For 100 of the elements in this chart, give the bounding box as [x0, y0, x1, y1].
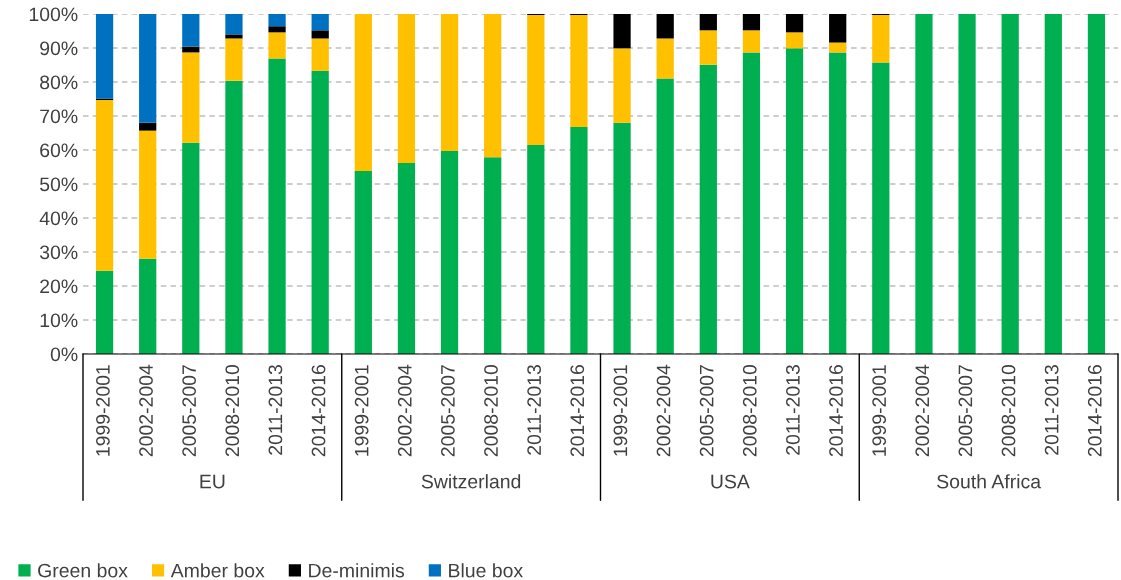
x-tick-label: 2011-2013 [786, 365, 800, 455]
text: South Africa [937, 474, 1042, 489]
bar [397, 162, 416, 354]
x-tick-label: 2005-2007 [182, 365, 197, 457]
x-tick-label: 2002-2004 [915, 364, 930, 457]
bar [656, 78, 674, 354]
x-tick-label: 2014-2016 [311, 365, 326, 457]
legend-label: Blue box [449, 563, 523, 578]
x-tick-label: 2008-2010 [1001, 364, 1016, 457]
bar [915, 14, 933, 354]
y-tick-label: 40% [39, 211, 78, 226]
bar [311, 14, 329, 31]
x-tick-label: 2008-2010 [484, 364, 498, 457]
bar [829, 52, 847, 354]
bar [527, 144, 545, 354]
x-tick-label: 2011-2013 [268, 365, 283, 455]
bar [958, 14, 976, 354]
text: EU [200, 474, 225, 489]
bar [268, 58, 286, 354]
bar [656, 38, 674, 79]
bar [397, 14, 416, 163]
x-tick-label: 2014-2016 [1087, 365, 1102, 457]
bar [139, 122, 157, 131]
bar [742, 30, 761, 53]
bar [699, 14, 717, 31]
bar [1001, 14, 1019, 354]
bar [699, 30, 717, 65]
bar [268, 26, 286, 33]
x-tick-label: 2002-2004 [656, 364, 671, 457]
bar [225, 34, 243, 39]
bar [829, 14, 847, 43]
bar [1087, 14, 1106, 354]
bar [139, 130, 157, 259]
bar [225, 14, 243, 35]
bar [440, 14, 459, 152]
bar [742, 52, 761, 354]
bar [785, 32, 804, 49]
x-tick-label: 2005-2007 [441, 365, 455, 457]
y-tick-label: 90% [40, 41, 78, 56]
bar [440, 151, 459, 354]
y-tick-label: 80% [40, 75, 78, 90]
bar [95, 14, 114, 99]
x-tick-label: 2008-2010 [742, 364, 757, 457]
text: USA [711, 474, 750, 489]
y-tick-label: 100% [29, 7, 78, 22]
y-tick-label: 10% [40, 313, 78, 328]
bar [742, 14, 761, 31]
bar [354, 171, 372, 354]
y-tick-label: 20% [40, 279, 78, 294]
x-tick-label: 2008-2010 [225, 364, 240, 457]
bar [225, 80, 243, 354]
bar [527, 15, 545, 145]
x-tick-label: 1999-2001 [872, 365, 887, 456]
bar [268, 32, 286, 59]
bar [139, 258, 157, 354]
x-tick-label: 2011-2013 [527, 365, 542, 455]
x-tick-label: 1999-2001 [96, 365, 110, 456]
x-tick-label: 1999-2001 [354, 365, 369, 456]
x-tick-label: 2002-2004 [397, 364, 412, 457]
bar [570, 126, 588, 354]
bar [139, 14, 157, 123]
x-tick-label: 2014-2016 [829, 365, 843, 457]
x-tick-label: 2002-2004 [139, 364, 153, 457]
x-tick-label: 2005-2007 [958, 365, 973, 457]
bar [311, 70, 329, 354]
bar [613, 14, 631, 49]
x-tick-label: 2011-2013 [1044, 365, 1059, 455]
bar [785, 14, 804, 33]
bar [95, 270, 114, 354]
bar [311, 38, 329, 71]
bar [484, 14, 502, 158]
bar [570, 15, 588, 127]
bar [872, 62, 890, 354]
bar [182, 14, 200, 47]
y-tick-label: 70% [40, 109, 78, 124]
bar [95, 100, 114, 271]
bar [225, 38, 243, 81]
y-tick-label: 50% [40, 177, 78, 192]
y-tick-label: 0% [50, 347, 78, 362]
bar [311, 30, 329, 39]
legend-label: De-minimis [309, 563, 405, 578]
bar [1044, 14, 1062, 354]
y-tick-label: 60% [40, 143, 78, 158]
legend-label: Amber box [170, 563, 265, 578]
y-tick-label: 30% [39, 245, 78, 260]
bar [656, 14, 674, 39]
x-tick-label: 2005-2007 [699, 365, 714, 457]
bar [182, 52, 200, 143]
bar [872, 15, 890, 63]
x-tick-label: 2014-2016 [570, 365, 585, 457]
text: Switzerland [421, 474, 521, 489]
bar [785, 48, 804, 354]
legend-label: Green box [38, 563, 128, 578]
bar [613, 122, 631, 354]
bar [354, 14, 372, 172]
bar [182, 142, 200, 354]
x-tick-label: 1999-2001 [613, 365, 628, 456]
bar [484, 157, 502, 354]
bar [268, 14, 286, 27]
bar [829, 42, 847, 53]
